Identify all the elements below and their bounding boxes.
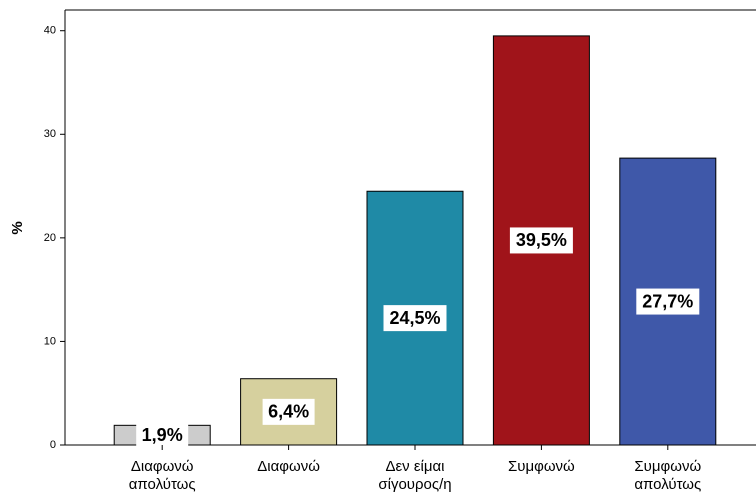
x-tick-label: απολύτως: [634, 476, 701, 493]
x-tick-label: Συμφωνώ: [634, 458, 701, 475]
y-tick-label: 40: [44, 25, 56, 37]
value-label: 24,5%: [389, 308, 440, 328]
value-label-box: [136, 422, 189, 449]
x-tick-label: απολύτως: [129, 476, 196, 493]
value-label: 6,4%: [268, 402, 309, 422]
value-label: 27,7%: [642, 291, 693, 311]
x-tick-label: Διαφωνώ: [257, 458, 320, 475]
y-tick-label: 10: [44, 335, 56, 347]
value-label-box: [383, 305, 447, 332]
value-label: 1,9%: [142, 425, 183, 445]
x-tick-label: Διαφωνώ: [131, 458, 194, 475]
x-tick-label: Δεν είμαι: [385, 458, 444, 475]
value-label-box: [636, 288, 700, 315]
x-tick-label: σίγουρος/η: [378, 476, 451, 493]
x-tick-label: Συμφωνώ: [508, 458, 575, 475]
y-tick-label: 0: [50, 439, 56, 451]
value-label-box: [509, 227, 573, 254]
y-axis-label: %: [9, 221, 26, 234]
y-tick-label: 30: [44, 128, 56, 140]
value-label-box: [262, 398, 315, 425]
y-tick-label: 20: [44, 232, 56, 244]
value-label: 39,5%: [516, 230, 567, 250]
